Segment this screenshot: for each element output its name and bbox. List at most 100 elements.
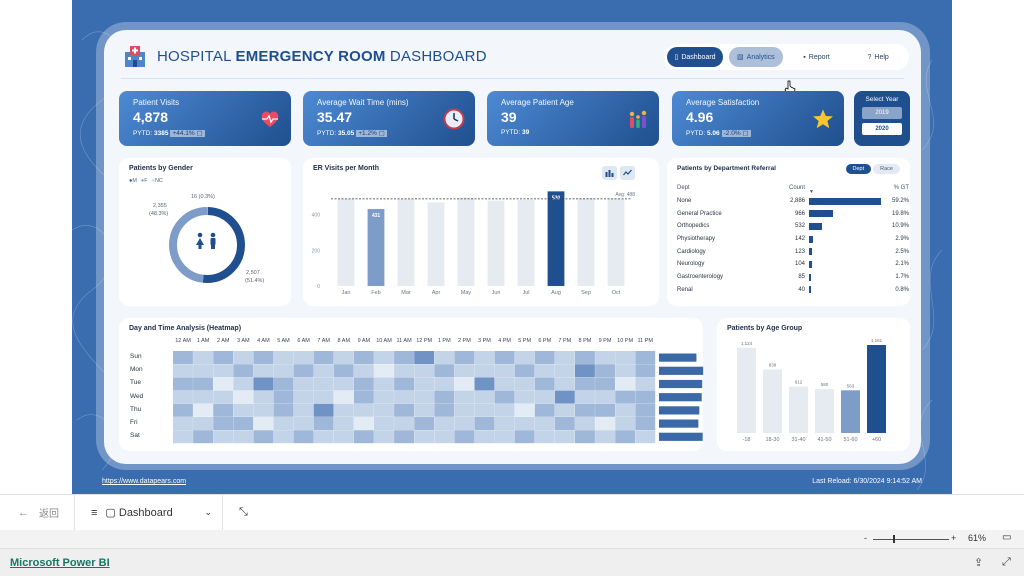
kpi-pytd: PYTD: 5.06 -2.0% ▢: [686, 129, 830, 137]
page-selector[interactable]: ≡ ▢ Dashboard ⌄: [75, 494, 223, 531]
heatmap-cell: [494, 364, 515, 378]
dept-cell: Gastroenterology: [677, 274, 724, 281]
hour-label: 7 AM: [317, 338, 330, 344]
heatmap-cell: [595, 390, 615, 404]
heatmap-cell: [353, 351, 374, 364]
heatmap-cell: [575, 417, 595, 430]
hour-label: 6 AM: [297, 338, 310, 344]
heatmap-cell: [534, 377, 555, 391]
table-row[interactable]: Cardiology 123 2.5%: [677, 245, 909, 258]
toggle-race-button[interactable]: Race: [873, 164, 900, 174]
heatmap-cell: [313, 390, 334, 404]
row-total-bar: [659, 406, 700, 415]
heatmap-cell: [554, 377, 575, 391]
x-tick-label: Oct: [612, 290, 621, 296]
age-category-label: 51-60: [843, 437, 857, 443]
nav-report-button[interactable]: ▪ Report: [789, 47, 845, 67]
donut-label-f-pct: (48.3%): [149, 211, 169, 217]
help-icon: ?: [867, 53, 872, 61]
table-row[interactable]: General Practice 966 19.8%: [677, 207, 909, 220]
heatmap-cell: [575, 364, 595, 378]
age-group-title: Patients by Age Group: [727, 325, 803, 332]
legend-item-nc: ●NC: [151, 178, 163, 184]
heatmap-cell: [253, 364, 274, 378]
donut-slice-f: [169, 207, 245, 283]
fit-to-page-icon[interactable]: ▭: [1002, 532, 1012, 543]
heatmap-cell: [273, 364, 294, 378]
heatmap-cell: [454, 377, 475, 391]
heatmap-cell: [374, 417, 394, 430]
age-group-card: Patients by Age Group 1,124 -18 838 18-30 61…: [717, 318, 910, 451]
nav-analytics-button[interactable]: ▧ Analytics: [729, 47, 783, 67]
zoom-bar: - + 61% ▭: [0, 530, 1024, 548]
report-canvas: HOSPITAL EMERGENCY ROOM DASHBOARD ▯ Dash…: [72, 0, 952, 494]
bar-cell: [805, 248, 883, 256]
heatmap-cell: [575, 377, 595, 391]
zoom-out-button[interactable]: -: [864, 533, 867, 543]
heatmap-cell: [353, 417, 374, 430]
heatmap-cell: [414, 417, 435, 430]
dashboard-icon: ▯: [674, 54, 679, 61]
heatmap-cell: [213, 377, 234, 391]
toggle-dept-button[interactable]: Dept: [845, 164, 872, 174]
heatmap-cell: [414, 377, 435, 391]
heatmap-cell: [253, 417, 274, 430]
gender-title: Patients by Gender: [129, 165, 193, 172]
row-total-bar: [659, 353, 697, 362]
column-header-count[interactable]: Count: [788, 185, 805, 192]
back-button[interactable]: ← 返回: [0, 494, 75, 531]
heatmap-cell: [615, 377, 636, 391]
heatmap-cell: [293, 364, 314, 378]
dept-cell: Orthopedics: [677, 223, 710, 230]
chevron-down-icon: ⌄: [204, 507, 212, 517]
column-header-pct[interactable]: % GT: [893, 185, 909, 192]
heatmap-cell: [434, 390, 455, 404]
heatmap-cell: [353, 430, 374, 444]
x-tick-label: Aug: [551, 290, 561, 296]
heatmap-cell: [595, 417, 615, 430]
heatmap-cell: [474, 390, 495, 404]
zoom-in-button[interactable]: +: [951, 533, 957, 543]
table-row[interactable]: Neurology 104 2.1%: [677, 258, 909, 271]
hour-label: 1 PM: [437, 338, 451, 344]
table-row[interactable]: None 2,886 59.2%: [677, 195, 909, 208]
kpi-card-patient-visits: Patient Visits 4,878 PYTD: 3385 +44.1% ▢: [119, 91, 291, 146]
heatmap-cell: [474, 430, 495, 444]
zoom-slider-track[interactable]: [873, 539, 949, 540]
hour-label: 6 PM: [538, 338, 552, 344]
fullscreen-icon[interactable]: ⤢: [1002, 556, 1011, 568]
bar-chart-toggle-button[interactable]: [602, 166, 617, 180]
bar-cell: [805, 210, 883, 218]
hour-label: 4 AM: [257, 338, 270, 344]
power-bi-brand-link[interactable]: Microsoft Power BI: [10, 557, 110, 569]
count-bar: [809, 235, 813, 243]
x-tick-label: Mar: [401, 290, 411, 296]
nav-dashboard-button[interactable]: ▯ Dashboard: [667, 47, 723, 67]
heatmap-cell: [635, 377, 656, 391]
background-contour-pattern: [72, 31, 943, 491]
year-option-2020[interactable]: 2020: [862, 123, 902, 135]
nav-help-button[interactable]: ? Help: [850, 47, 906, 67]
kpi-label: Average Patient Age: [501, 98, 574, 107]
heatmap-cell: [595, 364, 615, 378]
sort-arrow-icon: ▼: [809, 189, 814, 196]
table-row[interactable]: Orthopedics 532 10.9%: [677, 220, 909, 233]
footer-link[interactable]: https://www.datapears.com: [102, 478, 187, 485]
kpi-label: Average Satisfaction: [686, 98, 760, 107]
line-chart-toggle-button[interactable]: [620, 166, 635, 180]
year-option-2019[interactable]: 2019: [862, 107, 902, 119]
heatmap-cell: [333, 403, 354, 417]
zoom-slider-thumb[interactable]: [893, 535, 896, 543]
table-row[interactable]: Physiotherapy 142 2.9%: [677, 233, 909, 246]
kpi-pytd: PYTD: 3385 +44.1% ▢: [133, 129, 277, 137]
table-row[interactable]: Renal 40 0.8%: [677, 284, 909, 297]
age-bar: [789, 386, 808, 433]
age-category-label: 31-40: [791, 437, 805, 443]
share-icon[interactable]: ⇪: [974, 557, 984, 569]
pytd-change: +44.1% ▢: [170, 130, 205, 137]
column-header-dept[interactable]: Dept: [677, 185, 690, 192]
day-label: Fri: [130, 418, 138, 426]
collapse-icon[interactable]: ⤡: [239, 506, 248, 518]
table-row[interactable]: Gastroenterology 85 1.7%: [677, 271, 909, 284]
table-body: None 2,886 59.2% General Practice 966 19.8% Or…: [677, 195, 909, 297]
